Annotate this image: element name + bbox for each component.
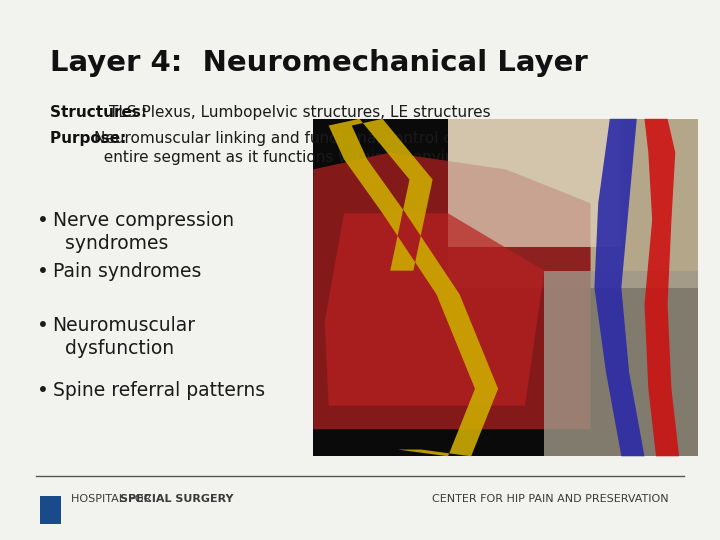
Text: HOSPITAL FOR: HOSPITAL FOR: [71, 494, 154, 504]
Text: Pain syndromes: Pain syndromes: [53, 262, 201, 281]
Text: Purpose:: Purpose:: [50, 131, 132, 146]
Text: SPECIAL SURGERY: SPECIAL SURGERY: [120, 494, 233, 504]
Polygon shape: [328, 119, 498, 456]
Text: Structures:: Structures:: [50, 105, 153, 120]
Text: •: •: [37, 262, 49, 281]
Polygon shape: [595, 119, 644, 456]
Text: TLS Plexus, Lumbopelvic structures, LE structures: TLS Plexus, Lumbopelvic structures, LE s…: [109, 105, 491, 120]
Text: Neuromuscular
  dysfunction: Neuromuscular dysfunction: [53, 316, 196, 359]
Text: Layer 4:  Neuromechanical Layer: Layer 4: Neuromechanical Layer: [50, 49, 588, 77]
Text: Spine referral patterns: Spine referral patterns: [53, 381, 265, 400]
Text: •: •: [37, 211, 49, 229]
Text: CENTER FOR HIP PAIN AND PRESERVATION: CENTER FOR HIP PAIN AND PRESERVATION: [432, 494, 669, 504]
Text: •: •: [37, 381, 49, 400]
Text: Nerve compression
  syndromes: Nerve compression syndromes: [53, 211, 234, 253]
FancyBboxPatch shape: [544, 271, 698, 456]
Text: •: •: [37, 316, 49, 335]
Polygon shape: [313, 152, 590, 429]
FancyBboxPatch shape: [313, 119, 698, 456]
Text: Neuromuscular linking and functional control of the
  entire segment as it funct: Neuromuscular linking and functional con…: [94, 131, 510, 165]
FancyBboxPatch shape: [40, 496, 61, 524]
FancyBboxPatch shape: [448, 119, 621, 247]
FancyBboxPatch shape: [448, 119, 698, 287]
Polygon shape: [325, 213, 544, 406]
Polygon shape: [644, 119, 679, 456]
